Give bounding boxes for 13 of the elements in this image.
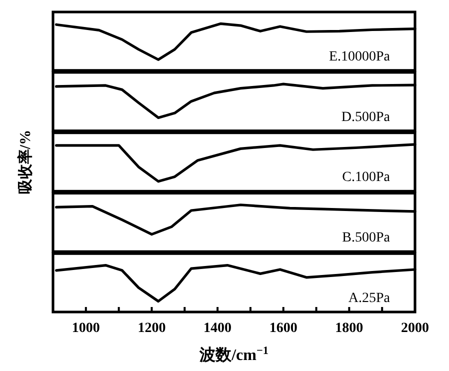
x-axis-title: 波数/cm$^{−1}$: [198, 345, 269, 364]
x-tick-label: 1600: [269, 321, 298, 336]
x-tick-label: 2000: [401, 321, 429, 336]
series-label: B.500Pa: [342, 230, 391, 246]
series-label: A.25Pa: [348, 291, 391, 306]
series-label: D.500Pa: [341, 110, 391, 125]
y-axis-title: 吸收率/%: [16, 130, 34, 194]
series-label: C.100Pa: [342, 170, 391, 186]
series-label: E.10000Pa: [328, 49, 391, 64]
x-tick-label: 1000: [72, 321, 100, 336]
x-tick-label: 1200: [138, 321, 166, 336]
x-tick-label: 1800: [335, 321, 364, 336]
x-tick-label: 1400: [204, 321, 232, 336]
